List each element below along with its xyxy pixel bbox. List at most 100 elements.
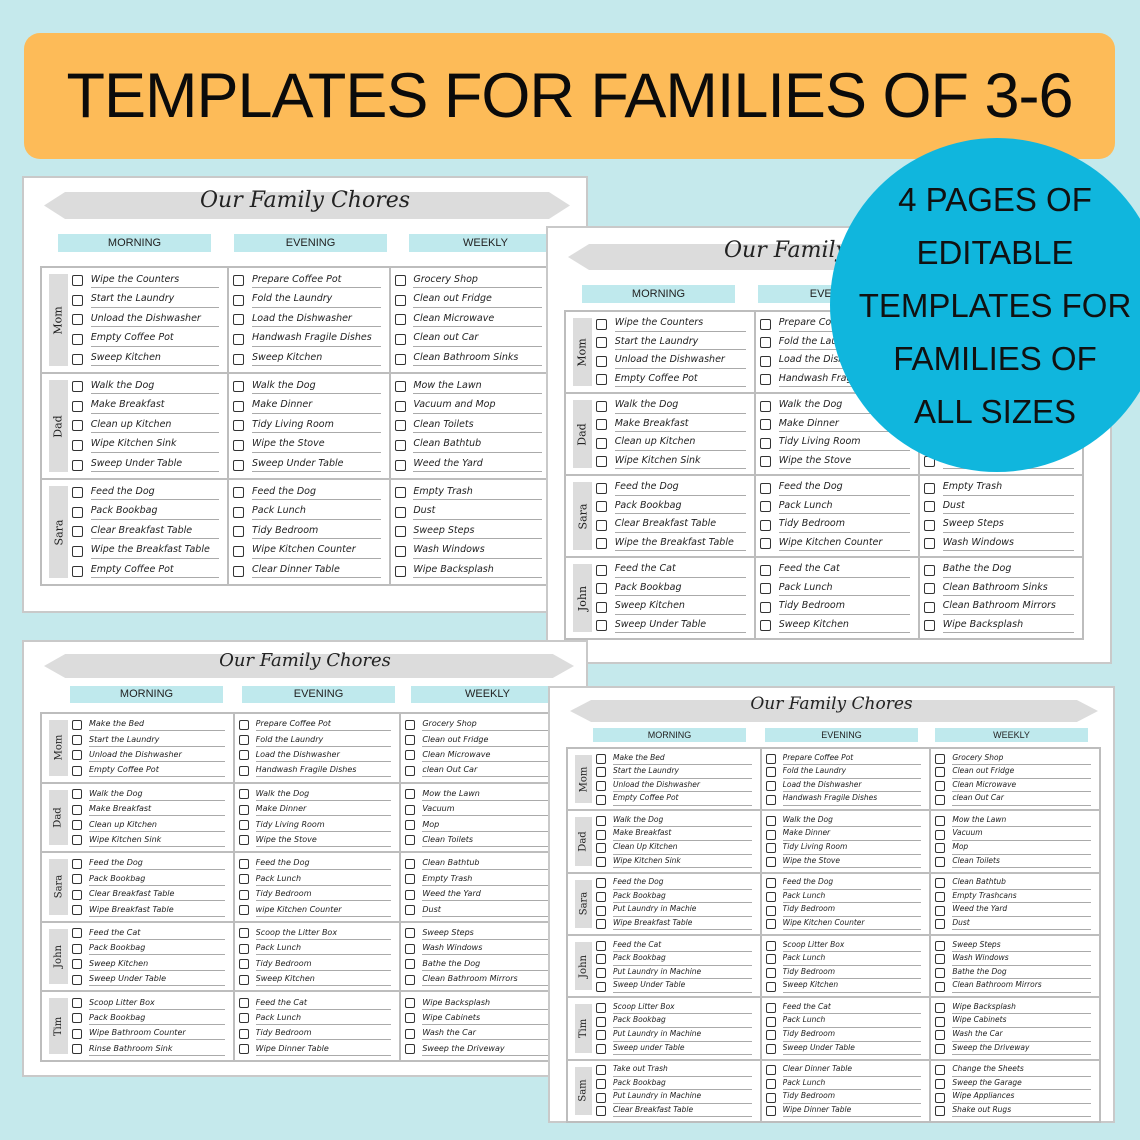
chore-label[interactable]: Pack Bookbag [613, 953, 752, 966]
checkbox[interactable] [238, 1044, 249, 1055]
chore-label[interactable]: Grocery Shop [952, 753, 1092, 766]
checkbox[interactable] [238, 874, 249, 885]
checkbox[interactable] [596, 981, 606, 992]
chore-label[interactable]: Wash the Car [422, 1027, 559, 1041]
checkbox[interactable] [72, 1044, 82, 1055]
checkbox[interactable] [596, 780, 606, 791]
checkbox[interactable] [72, 874, 82, 885]
checkbox[interactable] [238, 1028, 249, 1039]
checkbox[interactable] [596, 538, 607, 550]
chore-label[interactable]: Feed the Dog [89, 857, 225, 871]
chore-label[interactable]: Bathe the Dog [942, 563, 1074, 578]
chore-label[interactable]: Sweep Kitchen [255, 973, 392, 987]
checkbox[interactable] [72, 506, 83, 518]
checkbox[interactable] [233, 400, 245, 412]
checkbox[interactable] [765, 856, 776, 867]
chore-label[interactable]: Empty Trash [413, 486, 542, 501]
chore-label[interactable]: Tidy Bedroom [778, 600, 910, 615]
checkbox[interactable] [924, 620, 935, 632]
checkbox[interactable] [394, 546, 406, 558]
chore-label[interactable]: Clean Bathtub [413, 438, 542, 453]
chore-label[interactable]: Sweep Steps [413, 525, 542, 540]
checkbox[interactable] [765, 940, 776, 951]
chore-label[interactable]: Wipe Breakfast Table [89, 904, 225, 917]
checkbox[interactable] [72, 440, 83, 452]
chore-label[interactable]: Feed the Dog [252, 486, 381, 501]
checkbox[interactable] [935, 794, 946, 805]
chore-label[interactable]: Shake out Rugs [952, 1105, 1092, 1118]
chore-label[interactable]: Rinse Bathroom Sink [89, 1043, 225, 1056]
chore-label[interactable]: Fold the Laundry [255, 734, 392, 747]
chore-label[interactable]: Pack Lunch [782, 1078, 922, 1091]
checkbox[interactable] [394, 506, 406, 518]
checkbox[interactable] [72, 294, 83, 306]
chore-label[interactable]: Clean Bathroom Sinks [942, 582, 1074, 596]
checkbox[interactable] [596, 1065, 606, 1076]
chore-label[interactable]: Put Laundry in Machine [613, 967, 752, 980]
chore-label[interactable]: Weed the Yard [413, 458, 542, 473]
chore-label[interactable]: Clear Breakfast Table [90, 525, 220, 540]
chore-label[interactable]: Sweep Steps [942, 518, 1074, 533]
chore-label[interactable]: Scoop Litter Box [613, 1002, 752, 1015]
checkbox[interactable] [924, 482, 935, 494]
chore-label[interactable]: Clear Breakfast Table [614, 518, 746, 533]
checkbox[interactable] [405, 1028, 416, 1039]
checkbox[interactable] [238, 928, 249, 939]
checkbox[interactable] [765, 816, 776, 827]
checkbox[interactable] [935, 1043, 946, 1054]
checkbox[interactable] [760, 519, 771, 531]
checkbox[interactable] [394, 334, 406, 346]
checkbox[interactable] [405, 835, 416, 846]
checkbox[interactable] [935, 829, 946, 840]
chore-label[interactable]: Sweep Steps [422, 927, 559, 940]
chore-label[interactable]: Sweep Kitchen [614, 600, 746, 615]
chore-label[interactable]: Wipe Kitchen Sink [89, 834, 225, 847]
checkbox[interactable] [238, 998, 249, 1009]
chore-label[interactable]: Handwash Fragile Dishes [782, 793, 922, 806]
chore-label[interactable]: Weed the Yard [952, 904, 1092, 917]
chore-label[interactable]: Pack Bookbag [90, 505, 220, 520]
chore-label[interactable]: Feed the Cat [614, 563, 746, 578]
chore-label[interactable]: Mow the Lawn [413, 380, 542, 395]
checkbox[interactable] [765, 1106, 776, 1117]
chore-label[interactable]: Fold the Laundry [782, 766, 922, 779]
checkbox[interactable] [233, 294, 245, 306]
chore-label[interactable]: Make Dinner [782, 828, 922, 841]
checkbox[interactable] [238, 789, 249, 800]
chore-label[interactable]: Handwash Fragile Dishes [252, 332, 381, 347]
checkbox[interactable] [238, 905, 249, 916]
checkbox[interactable] [765, 981, 776, 992]
chore-label[interactable]: Make Breakfast [613, 828, 752, 841]
chore-label[interactable]: Feed the Dog [613, 877, 752, 890]
checkbox[interactable] [405, 750, 416, 761]
chore-label[interactable]: Unload the Dishwasher [89, 749, 225, 762]
checkbox[interactable] [596, 878, 606, 889]
checkbox[interactable] [765, 843, 776, 854]
chore-label[interactable]: Empty Trash [942, 481, 1074, 496]
checkbox[interactable] [760, 419, 771, 431]
chore-label[interactable]: Grocery Shop [422, 718, 559, 732]
checkbox[interactable] [72, 459, 83, 471]
chore-label[interactable]: Sweep Under Table [782, 1043, 922, 1056]
chore-label[interactable]: Pack Lunch [778, 582, 910, 596]
checkbox[interactable] [935, 1079, 946, 1089]
checkbox[interactable] [596, 456, 607, 468]
chore-label[interactable]: Pack Bookbag [614, 582, 746, 596]
checkbox[interactable] [394, 353, 406, 365]
chore-label[interactable]: Clear Dinner Table [252, 564, 381, 579]
chore-label[interactable]: Wipe Backsplash [422, 997, 559, 1010]
checkbox[interactable] [72, 546, 83, 558]
chore-label[interactable]: Wipe Kitchen Sink [90, 438, 220, 453]
checkbox[interactable] [394, 565, 406, 577]
chore-label[interactable]: Clean Microwave [952, 780, 1092, 793]
checkbox[interactable] [596, 816, 606, 827]
checkbox[interactable] [72, 314, 83, 326]
checkbox[interactable] [596, 355, 607, 367]
checkbox[interactable] [596, 482, 607, 494]
checkbox[interactable] [233, 546, 245, 558]
checkbox[interactable] [233, 381, 245, 393]
chore-label[interactable]: Clean out Fridge [952, 766, 1092, 779]
chore-label[interactable]: Walk the Dog [778, 399, 910, 414]
chore-label[interactable]: Vacuum [422, 803, 559, 817]
checkbox[interactable] [596, 829, 606, 840]
